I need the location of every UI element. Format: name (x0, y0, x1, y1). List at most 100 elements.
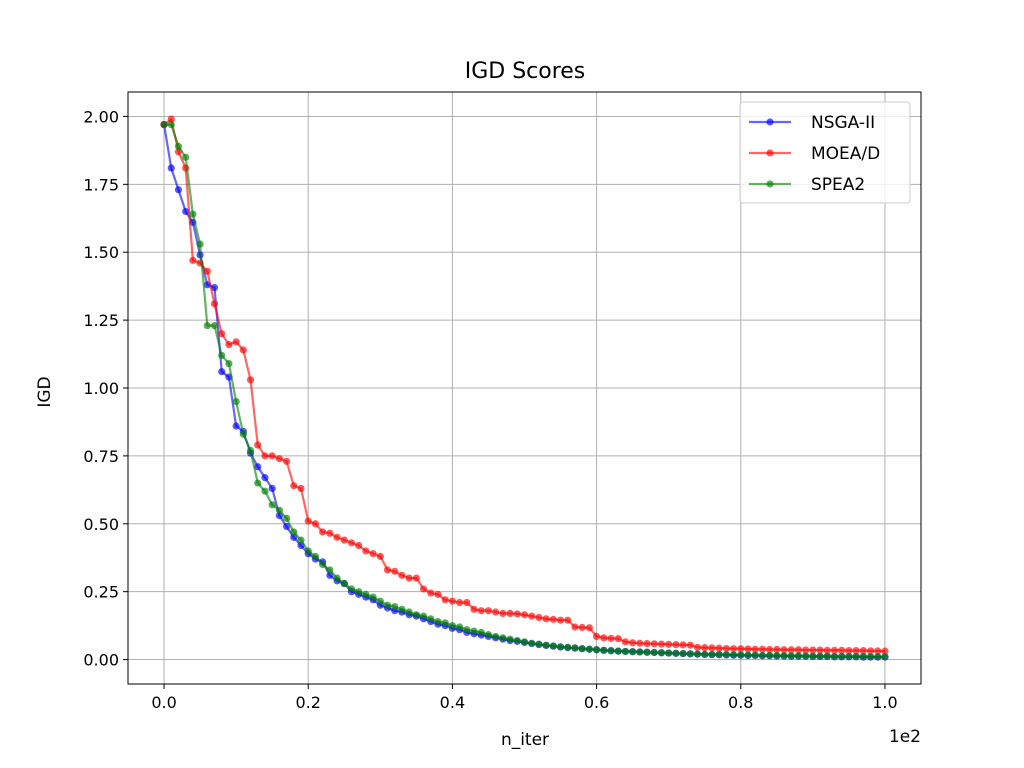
data-point-moea-d (535, 613, 543, 622)
data-point-spea2 (766, 651, 774, 660)
data-point-spea2 (520, 638, 529, 646)
data-point-spea2 (708, 650, 716, 659)
y-tick-label: 0.75 (83, 447, 119, 466)
data-point-spea2 (319, 560, 327, 569)
data-point-spea2 (556, 643, 565, 651)
data-point-moea-d (376, 552, 384, 560)
data-point-moea-d (304, 517, 312, 525)
data-point-spea2 (607, 647, 615, 655)
data-point-spea2 (182, 153, 190, 161)
data-point-moea-d (456, 598, 464, 607)
data-point-spea2 (614, 647, 622, 655)
data-point-moea-d (499, 609, 507, 617)
data-point-moea-d (852, 646, 860, 655)
data-point-moea-d (816, 646, 824, 654)
data-point-spea2 (174, 142, 183, 150)
data-point-moea-d (758, 645, 767, 653)
data-point-moea-d (636, 639, 644, 647)
data-point-moea-d (528, 612, 536, 620)
data-point-moea-d (398, 571, 406, 579)
data-point-moea-d (556, 616, 565, 624)
data-point-spea2 (376, 597, 384, 605)
data-point-moea-d (657, 640, 666, 648)
data-point-spea2 (369, 593, 377, 601)
data-point-spea2 (794, 652, 803, 660)
data-point-moea-d (290, 482, 298, 490)
data-point-moea-d (419, 585, 428, 593)
data-point-moea-d (492, 608, 500, 616)
data-point-spea2 (715, 651, 723, 659)
data-point-spea2 (737, 651, 745, 659)
data-point-moea-d (708, 644, 716, 652)
data-point-moea-d (189, 256, 197, 264)
data-point-moea-d (578, 623, 586, 632)
data-point-moea-d (600, 634, 608, 642)
data-point-moea-d (326, 529, 334, 537)
x-tick-label: 0.0 (151, 693, 176, 712)
data-point-moea-d (463, 598, 471, 607)
data-point-moea-d (484, 607, 493, 615)
data-point-spea2 (787, 652, 795, 660)
data-point-moea-d (347, 539, 356, 547)
data-point-spea2 (355, 588, 363, 596)
data-point-moea-d (722, 644, 730, 653)
data-point-spea2 (167, 120, 175, 129)
data-point-moea-d (355, 541, 363, 550)
x-tick-label: 1.0 (872, 693, 897, 712)
data-point-spea2 (254, 479, 262, 487)
y-tick-label: 0.25 (83, 583, 119, 602)
data-point-spea2 (311, 552, 320, 560)
grid-lines (128, 92, 921, 684)
data-point-moea-d (665, 640, 673, 648)
data-point-spea2 (499, 634, 507, 642)
data-point-spea2 (773, 651, 781, 660)
data-point-spea2 (405, 608, 413, 616)
data-point-moea-d (203, 267, 211, 275)
data-point-moea-d (693, 643, 702, 651)
data-point-spea2 (232, 397, 240, 406)
data-point-spea2 (852, 652, 860, 660)
data-point-spea2 (261, 487, 269, 495)
data-point-moea-d (434, 590, 442, 598)
y-tick-label: 2.00 (83, 107, 119, 126)
data-point-moea-d (239, 346, 247, 354)
data-point-moea-d (672, 641, 680, 649)
data-point-moea-d (340, 536, 348, 544)
data-point-moea-d (470, 605, 478, 613)
data-point-moea-d (859, 646, 867, 655)
data-point-moea-d (311, 520, 320, 528)
data-point-spea2 (629, 648, 637, 656)
data-point-spea2 (391, 603, 399, 611)
data-point-moea-d (780, 646, 788, 654)
data-point-spea2 (578, 645, 586, 653)
y-tick-label: 0.00 (83, 651, 119, 670)
data-point-nsga-ii (283, 522, 291, 531)
data-point-moea-d (275, 455, 283, 463)
data-point-spea2 (398, 605, 406, 613)
data-point-nsga-ii (232, 422, 240, 430)
data-point-spea2 (160, 120, 168, 129)
data-point-moea-d (564, 616, 572, 624)
data-point-moea-d (787, 646, 795, 654)
data-point-spea2 (304, 547, 312, 555)
data-point-nsga-ii (182, 207, 190, 216)
legend-box (739, 101, 911, 204)
data-point-spea2 (506, 635, 514, 643)
data-point-moea-d (268, 452, 276, 460)
data-point-spea2 (239, 430, 247, 438)
data-point-moea-d (621, 638, 630, 646)
data-point-moea-d (838, 646, 846, 654)
data-point-spea2 (275, 506, 283, 514)
data-point-spea2 (823, 652, 831, 660)
data-point-spea2 (571, 644, 579, 652)
data-point-spea2 (333, 574, 341, 582)
data-point-spea2 (845, 652, 853, 660)
data-point-spea2 (528, 639, 536, 647)
data-point-spea2 (838, 652, 846, 660)
legend-label-nsga-ii: NSGA-II (811, 113, 875, 133)
data-point-spea2 (268, 501, 276, 509)
data-point-moea-d (751, 645, 759, 653)
data-point-moea-d (441, 596, 449, 604)
chart-title: IGD Scores (465, 59, 586, 84)
